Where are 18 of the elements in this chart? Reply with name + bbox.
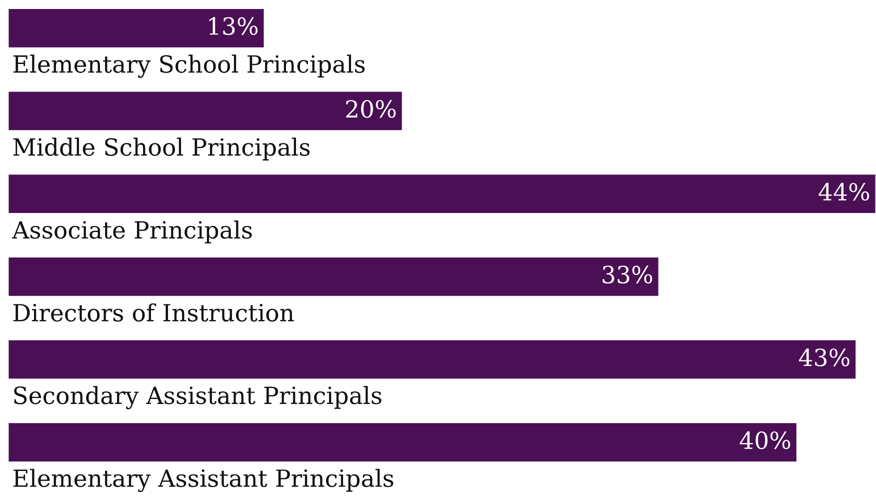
bar bbox=[8, 173, 876, 214]
data-label: 20% bbox=[346, 100, 396, 118]
data-label: 13% bbox=[209, 17, 258, 36]
y-tick-label: Elementary Assistant Principals bbox=[13, 468, 394, 492]
data-label: 43% bbox=[798, 348, 850, 366]
y-tick-label: Secondary Assistant Principals bbox=[14, 386, 382, 410]
y-tick-label: Elementary School Principals bbox=[13, 54, 365, 78]
y-tick-label: Directors of Instruction bbox=[13, 303, 294, 322]
data-label: 44% bbox=[818, 182, 870, 201]
y-tick-label: Associate Principals bbox=[12, 220, 252, 244]
bar bbox=[8, 256, 660, 298]
bar bbox=[8, 8, 266, 49]
data-label: 33% bbox=[602, 266, 652, 284]
bar bbox=[8, 338, 857, 380]
bar bbox=[8, 90, 404, 132]
data-label: 40% bbox=[740, 431, 790, 450]
y-tick-label: Middle School Principals bbox=[13, 138, 310, 161]
bar bbox=[8, 422, 798, 463]
